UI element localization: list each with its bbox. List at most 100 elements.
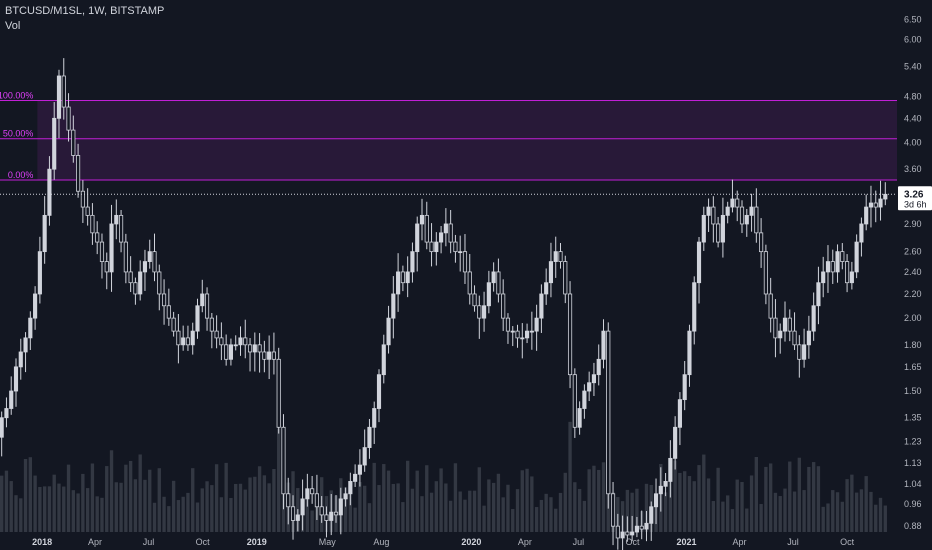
volume-indicator-label[interactable]: Vol (5, 20, 21, 32)
candle-body (749, 206, 754, 216)
candle-body (276, 358, 281, 428)
candle-body (682, 374, 687, 401)
y-tick-label: 1.35 (904, 413, 922, 423)
candle-body (825, 261, 831, 273)
volume-bar (883, 505, 887, 532)
candle-body (305, 488, 310, 500)
candle-body (396, 271, 401, 295)
candle-body (634, 525, 639, 533)
volume-bar (28, 457, 32, 532)
candle-body (37, 251, 42, 295)
candle-body (878, 198, 883, 208)
y-tick-label: 6.50 (904, 14, 922, 24)
volume-bar (840, 501, 844, 532)
candle-body (773, 317, 778, 339)
price-axis-labels: 6.50 6.00 5.40 4.80 4.40 4.00 3.60 2.90 2.60 2.40… (904, 14, 922, 531)
volume-bar (835, 492, 840, 532)
volume-bar (816, 466, 821, 532)
candle-body (238, 337, 243, 346)
fib-level-label: 50.00% (3, 129, 34, 139)
candle-body (505, 317, 511, 332)
x-tick-label: 2020 (461, 537, 481, 547)
volume-bars (0, 384, 887, 532)
volume-bar (143, 479, 147, 532)
x-tick-label: 2018 (32, 537, 52, 547)
candle-body (701, 214, 706, 243)
time-axis[interactable]: 2018 Apr Jul Oct 2019 May Aug 2020 Apr Jul Oct 2021… (32, 537, 854, 547)
candle-body (462, 251, 468, 273)
candle-body (109, 223, 114, 273)
symbol-title[interactable]: BTCUSD/M1SL, 1W, BITSTAMP (5, 5, 165, 17)
candle-body (195, 305, 200, 332)
y-tick-label: 1.04 (904, 479, 922, 489)
volume-bar (534, 507, 539, 532)
y-tick-label: 0.88 (904, 521, 922, 531)
volume-bar (186, 492, 190, 532)
candle-body (458, 251, 463, 254)
candle-body (806, 330, 811, 346)
volume-bar (253, 476, 257, 532)
candle-body (477, 305, 482, 319)
volume-bar (515, 489, 520, 532)
volume-bar (472, 490, 477, 532)
y-tick-label: 0.96 (904, 499, 922, 509)
last-price-value: 3.26 (904, 189, 924, 200)
candle-body (739, 206, 745, 225)
volume-bar (76, 493, 80, 532)
volume-bar (759, 504, 763, 532)
volume-bar (792, 491, 797, 532)
candle-body (61, 75, 66, 108)
volume-bar (811, 462, 816, 532)
x-tick-label: Apr (518, 537, 532, 547)
volume-bar (71, 490, 75, 532)
candle-body (9, 390, 14, 409)
candle-body (419, 214, 425, 225)
volume-bar (458, 491, 462, 532)
volume-bar (487, 479, 491, 532)
volume-bar (119, 482, 123, 532)
candle-body (792, 330, 797, 346)
x-tick-label: Oct (840, 537, 855, 547)
price-axis[interactable] (897, 0, 932, 550)
volume-bar (673, 460, 677, 532)
candle-body (13, 366, 19, 392)
volume-bar (764, 466, 768, 532)
y-tick-label: 3.60 (904, 164, 922, 174)
volume-bar (453, 463, 458, 532)
volume-bar (826, 503, 830, 532)
candle-body (759, 232, 764, 253)
volume-bar (238, 483, 243, 532)
y-tick-label: 1.65 (904, 362, 922, 372)
candle-body (142, 261, 148, 273)
candle-body (868, 202, 874, 208)
volume-bar (778, 496, 782, 532)
volume-bar (745, 508, 749, 532)
candle-body (405, 271, 410, 284)
y-tick-label: 1.80 (904, 340, 922, 350)
volume-bar (377, 485, 381, 532)
candle-body (596, 358, 601, 376)
candle-body (338, 498, 343, 516)
volume-bar (754, 456, 759, 532)
volume-bar (582, 500, 587, 532)
volume-bar (391, 483, 396, 532)
candle-body (257, 344, 262, 353)
volume-bar (234, 483, 238, 532)
candle-body (615, 525, 620, 539)
candle-body (830, 261, 835, 273)
volume-bar (95, 496, 99, 532)
volume-bar (367, 503, 372, 532)
volume-bar (33, 475, 37, 532)
candles (0, 58, 888, 550)
candle-body (529, 330, 534, 333)
volume-bar (19, 498, 23, 532)
candle-body (849, 271, 854, 284)
volume-bar (372, 462, 376, 532)
candle-body (362, 447, 367, 466)
candle-body (353, 473, 358, 482)
volume-bar (396, 483, 400, 532)
volume-bar (697, 465, 701, 532)
candle-body (577, 408, 582, 428)
x-tick-label: May (319, 537, 337, 547)
